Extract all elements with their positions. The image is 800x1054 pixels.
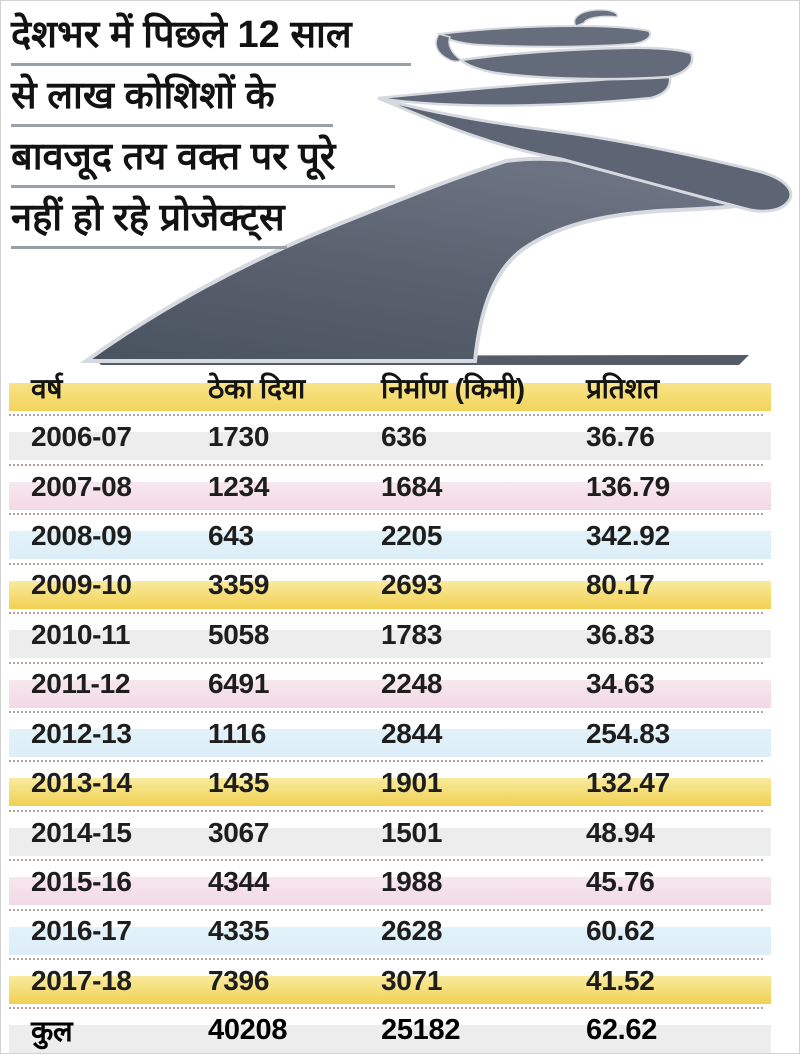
cell-awarded: 1435 xyxy=(208,767,270,799)
road-top-curl xyxy=(573,9,619,27)
cell-awarded: 4335 xyxy=(208,915,270,947)
cell-year: 2006-07 xyxy=(31,421,132,453)
cell-year: 2012-13 xyxy=(31,717,132,749)
cell-awarded: 3067 xyxy=(208,816,270,848)
table-row: 2009-10 3359 2693 80.17 xyxy=(1,561,799,610)
cell-awarded: 7396 xyxy=(208,964,270,996)
header-cell-year: वर्ष xyxy=(31,372,63,404)
road-band-4 xyxy=(377,96,793,213)
data-table: वर्ष ठेका दिया निर्माण (किमी) प्रतिशत 20… xyxy=(1,363,799,1053)
cell-awarded: 3359 xyxy=(208,569,270,601)
road-band-2 xyxy=(458,46,694,81)
cell-constructed: 1988 xyxy=(381,865,443,897)
road-band-3 xyxy=(377,71,672,107)
cell-percent: 136.79 xyxy=(586,470,670,502)
cell-percent: 41.52 xyxy=(586,964,655,996)
table-row: 2007-08 1234 1684 136.79 xyxy=(1,462,799,511)
cell-percent: 60.62 xyxy=(586,915,655,947)
cell-constructed: 1501 xyxy=(381,816,443,848)
table-row: 2016-17 4335 2628 60.62 xyxy=(1,907,799,956)
cell-percent: 34.63 xyxy=(586,668,655,700)
headline-line-4: नहीं हो रहे प्रोजेक्ट्स xyxy=(11,194,287,249)
table-total-row: कुल 40208 25182 62.62 xyxy=(1,1005,799,1053)
cell-year: 2010-11 xyxy=(31,618,131,650)
cell-awarded: 1116 xyxy=(208,717,266,749)
winding-road-illustration xyxy=(79,9,793,365)
cell-year: 2017-18 xyxy=(31,964,132,996)
table-row: 2008-09 643 2205 342.92 xyxy=(1,511,799,560)
header-cell-constructed: निर्माण (किमी) xyxy=(381,372,525,404)
cell-constructed: 2248 xyxy=(381,668,443,700)
road-fold-left xyxy=(435,33,463,63)
headline-line-3: बावजूद तय वक्त पर पूरे xyxy=(11,133,395,188)
cell-constructed: 25182 xyxy=(381,1013,461,1046)
cell-constructed: 2844 xyxy=(381,717,443,749)
cell-constructed: 1684 xyxy=(381,470,443,502)
cell-percent: 80.17 xyxy=(586,569,655,601)
data-table-body: 2006-07 1730 636 36.76 2007-08 1234 1684 136.79… xyxy=(1,412,799,1053)
cell-year: 2015-16 xyxy=(31,865,132,897)
cell-percent: 132.47 xyxy=(586,767,670,799)
cell-percent: 36.83 xyxy=(586,618,655,650)
cell-year: 2011-12 xyxy=(31,668,131,700)
cell-year: 2014-15 xyxy=(31,816,132,848)
cell-year: 2009-10 xyxy=(31,569,132,601)
cell-constructed: 2693 xyxy=(381,569,443,601)
cell-awarded: 5058 xyxy=(208,618,270,650)
cell-awarded: 40208 xyxy=(208,1013,288,1046)
road-band-1 xyxy=(436,24,652,48)
header-cell-awarded: ठेका दिया xyxy=(208,372,305,404)
cell-constructed: 3071 xyxy=(381,964,443,996)
cell-percent: 48.94 xyxy=(586,816,655,848)
table-row: 2006-07 1730 636 36.76 xyxy=(1,412,799,461)
headline: देशभर में पिछले 12 साल से लाख कोशिशों के… xyxy=(11,11,411,255)
headline-line-2: से लाख कोशिशों के xyxy=(11,72,333,127)
cell-constructed: 2628 xyxy=(381,915,443,947)
table-row: 2015-16 4344 1988 45.76 xyxy=(1,857,799,906)
cell-awarded: 1234 xyxy=(208,470,270,502)
cell-percent: 62.62 xyxy=(586,1013,658,1046)
headline-line-1: देशभर में पिछले 12 साल xyxy=(11,11,411,66)
cell-awarded: 643 xyxy=(208,519,254,551)
table-row: 2011-12 6491 2248 34.63 xyxy=(1,660,799,709)
table-row: 2010-11 5058 1783 36.83 xyxy=(1,610,799,659)
cell-year: 2016-17 xyxy=(31,915,132,947)
cell-constructed: 1783 xyxy=(381,618,443,650)
cell-year: 2007-08 xyxy=(31,470,132,502)
cell-awarded: 1730 xyxy=(208,421,270,453)
table-row: 2017-18 7396 3071 41.52 xyxy=(1,956,799,1005)
table-row: 2012-13 1116 2844 254.83 xyxy=(1,709,799,758)
cell-awarded: 6491 xyxy=(208,668,270,700)
cell-constructed: 2205 xyxy=(381,519,443,551)
table-row: 2013-14 1435 1901 132.47 xyxy=(1,758,799,807)
cell-constructed: 1901 xyxy=(381,767,443,799)
cell-percent: 342.92 xyxy=(586,519,670,551)
cell-year: 2008-09 xyxy=(31,519,132,551)
cell-awarded: 4344 xyxy=(208,865,270,897)
table-header-row: वर्ष ठेका दिया निर्माण (किमी) प्रतिशत xyxy=(1,363,799,412)
cell-constructed: 636 xyxy=(381,421,427,453)
cell-year: 2013-14 xyxy=(31,767,132,799)
cell-year: कुल xyxy=(31,1015,73,1048)
cell-percent: 45.76 xyxy=(586,865,655,897)
table-row: 2014-15 3067 1501 48.94 xyxy=(1,808,799,857)
cell-percent: 36.76 xyxy=(586,421,655,453)
header-cell-percent: प्रतिशत xyxy=(586,372,659,404)
cell-percent: 254.83 xyxy=(586,717,670,749)
